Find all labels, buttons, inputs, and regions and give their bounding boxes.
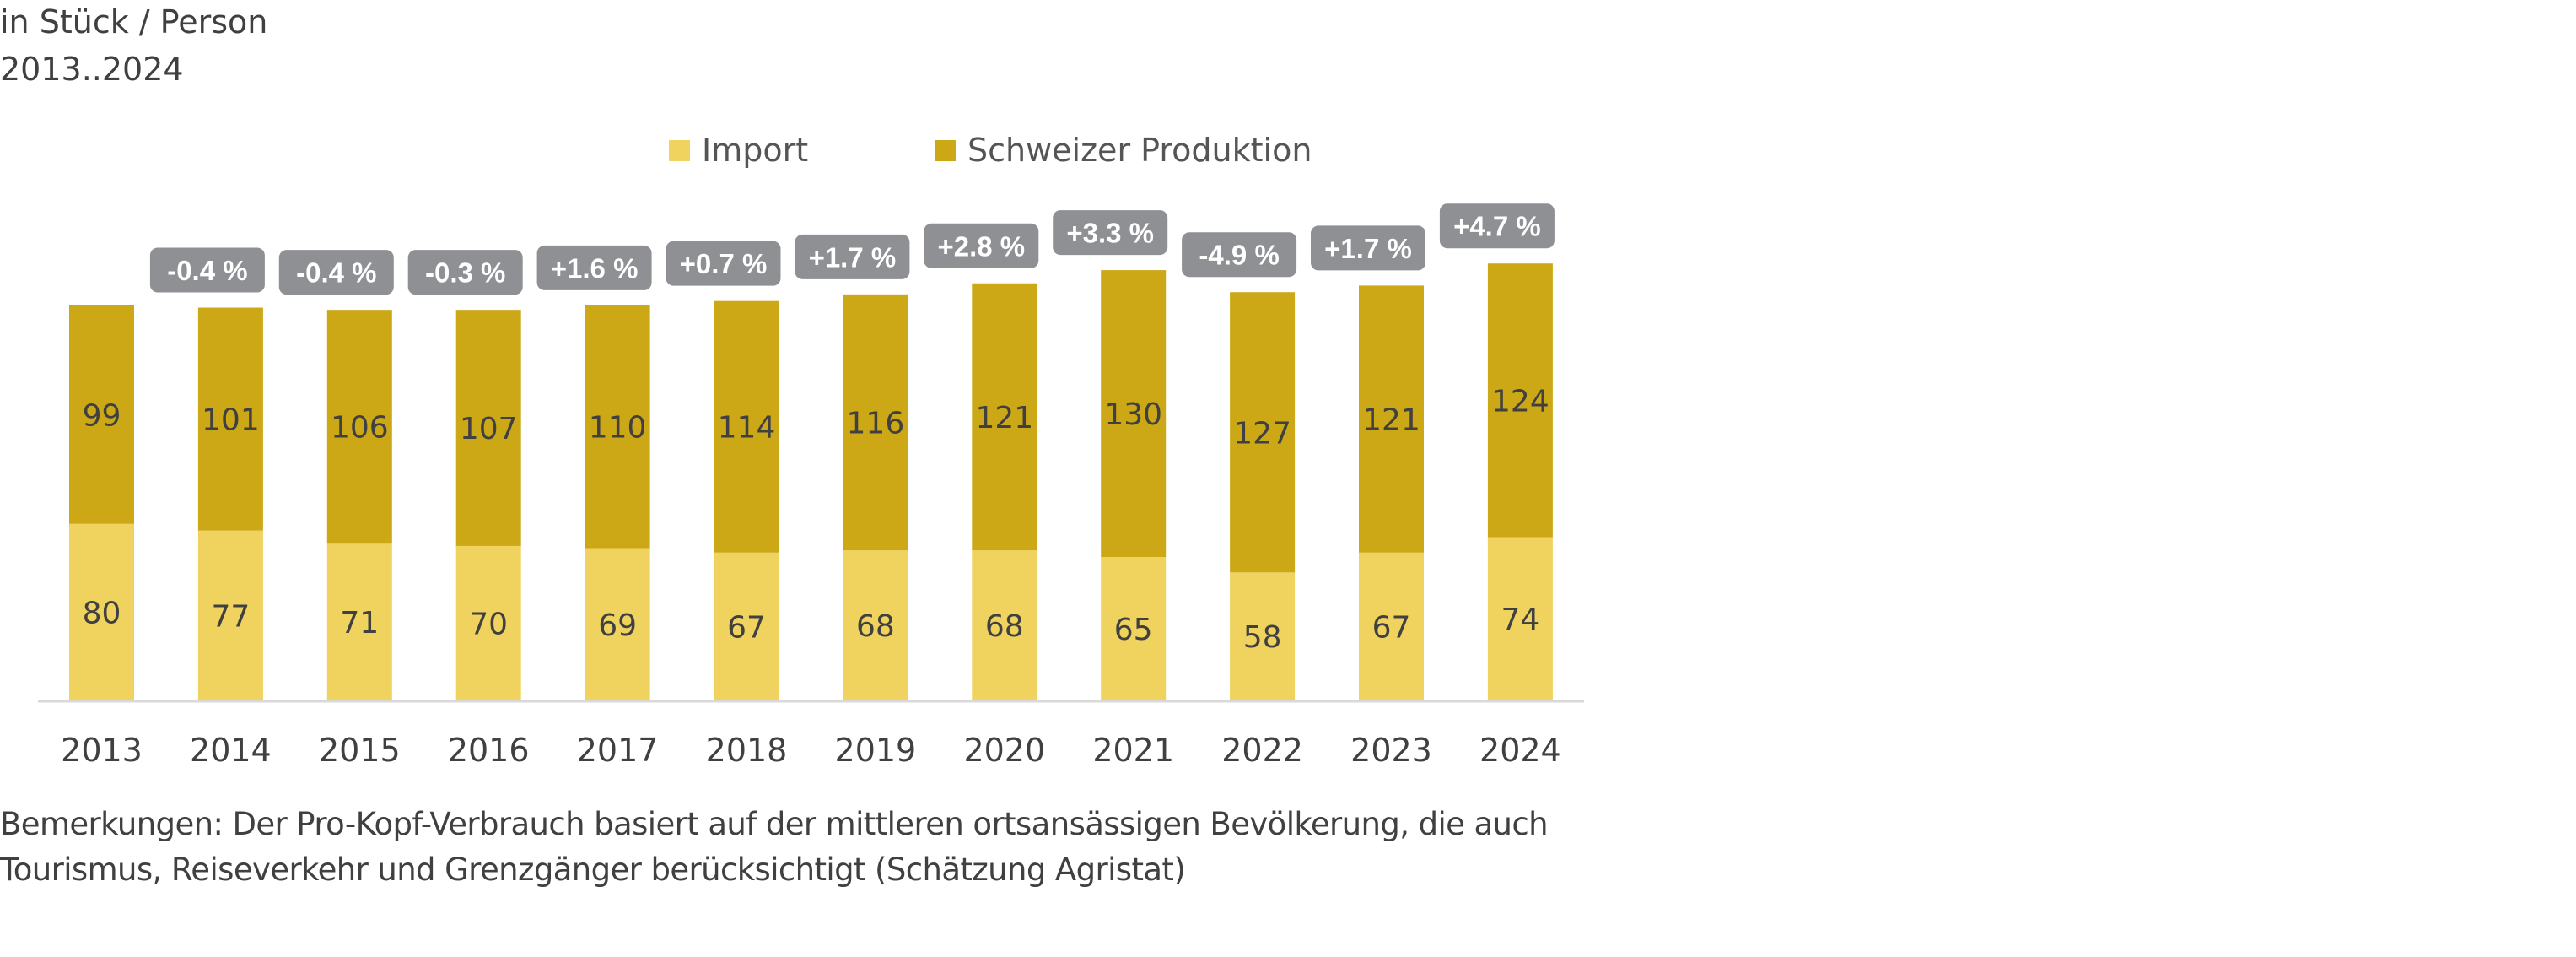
data-label-import-2021: 65 [1114, 613, 1153, 647]
change-badge-2019 [795, 234, 910, 279]
x-tick-label-2018: 2018 [706, 732, 788, 769]
bar-production-2024[interactable] [1487, 263, 1553, 538]
data-label-production-2023: 121 [1362, 403, 1420, 438]
change-badge-label-2016: -0.3 % [425, 257, 505, 289]
bar-production-2019[interactable] [843, 294, 908, 551]
bar-import-2018[interactable] [714, 552, 779, 700]
data-label-import-2014: 77 [211, 599, 250, 634]
x-tick-label-2023: 2023 [1350, 732, 1432, 769]
change-badge-2020 [924, 223, 1039, 268]
change-badge-2021 [1053, 210, 1168, 256]
bar-production-2022[interactable] [1230, 292, 1296, 573]
x-tick-label-2015: 2015 [319, 732, 401, 769]
change-badge-label-2014: -0.4 % [167, 255, 247, 286]
change-badge-label-2020: +2.8 % [937, 230, 1025, 262]
bar-import-2016[interactable] [455, 545, 521, 700]
legend-swatch-import [669, 139, 690, 161]
bar-import-2020[interactable] [972, 550, 1037, 700]
data-label-import-2020: 68 [985, 609, 1024, 644]
legend-swatch-production [935, 139, 956, 161]
change-badge-2016 [407, 250, 523, 295]
data-label-import-2024: 74 [1501, 603, 1539, 637]
data-label-production-2024: 124 [1491, 384, 1549, 419]
data-label-import-2023: 67 [1372, 610, 1411, 645]
bar-production-2020[interactable] [972, 283, 1037, 551]
bar-production-2014[interactable] [197, 307, 263, 531]
change-badge-label-2018: +0.7 % [680, 248, 768, 279]
change-badge-2023 [1311, 225, 1425, 271]
change-badge-2014 [149, 247, 265, 293]
x-tick-label-2024: 2024 [1479, 732, 1561, 769]
bar-import-2022[interactable] [1230, 572, 1296, 700]
change-badge-2015 [278, 250, 394, 295]
change-badge-2017 [536, 245, 652, 290]
change-badge-label-2024: +4.7 % [1453, 211, 1541, 242]
bar-production-2015[interactable] [326, 310, 392, 544]
change-badge-label-2017: +1.6 % [551, 252, 639, 284]
bar-production-2021[interactable] [1101, 270, 1167, 558]
legend-item-import[interactable]: Import [669, 132, 808, 169]
change-badge-2022 [1182, 232, 1297, 278]
bar-production-2013[interactable] [69, 305, 134, 524]
bar-import-2013[interactable] [69, 523, 134, 700]
change-badge-label-2022: -4.9 % [1199, 240, 1279, 271]
x-tick-label-2022: 2022 [1221, 732, 1303, 769]
data-label-import-2018: 67 [727, 610, 766, 645]
bar-production-2018[interactable] [714, 300, 779, 553]
x-tick-label-2019: 2019 [835, 732, 917, 769]
data-label-import-2017: 69 [598, 608, 637, 643]
x-tick-label-2013: 2013 [61, 732, 143, 769]
unit-label: in Stück / Person [0, 3, 268, 41]
data-label-production-2016: 107 [460, 412, 518, 446]
data-label-production-2022: 127 [1233, 416, 1291, 451]
legend-label-import: Import [702, 132, 809, 169]
bar-import-2017[interactable] [585, 548, 650, 700]
change-badge-2024 [1439, 203, 1555, 249]
x-tick-label-2021: 2021 [1092, 732, 1174, 769]
change-badge-label-2021: +3.3 % [1066, 218, 1154, 249]
legend-item-production[interactable]: Schweizer Produktion [935, 132, 1312, 169]
footnote-line-2: Tourismus, Reiseverkehr und Grenzgänger … [0, 852, 1186, 888]
bar-production-2016[interactable] [455, 310, 521, 546]
change-badge-2018 [666, 241, 781, 286]
x-tick-label-2017: 2017 [577, 732, 659, 769]
x-tick-label-2020: 2020 [963, 732, 1045, 769]
bar-import-2024[interactable] [1487, 537, 1553, 700]
data-label-production-2021: 130 [1104, 397, 1162, 432]
legend-label-production: Schweizer Produktion [967, 132, 1312, 169]
bar-production-2017[interactable] [585, 305, 650, 549]
data-label-production-2014: 101 [202, 403, 260, 438]
period-label: 2013..2024 [0, 51, 184, 88]
bar-production-2023[interactable] [1359, 285, 1424, 553]
data-label-production-2020: 121 [975, 401, 1033, 435]
data-label-production-2019: 116 [847, 407, 905, 441]
data-label-production-2015: 106 [331, 411, 389, 446]
data-label-import-2019: 68 [856, 609, 895, 644]
change-badge-label-2023: +1.7 % [1324, 233, 1412, 264]
bar-import-2021[interactable] [1101, 557, 1167, 700]
change-badge-label-2015: -0.4 % [296, 257, 376, 289]
change-badge-label-2019: +1.7 % [809, 241, 897, 273]
data-label-production-2017: 110 [589, 411, 647, 446]
data-label-production-2018: 114 [718, 411, 776, 446]
bar-import-2015[interactable] [326, 543, 392, 700]
bar-import-2019[interactable] [843, 550, 908, 700]
footnote-line-1: Bemerkungen: Der Pro-Kopf-Verbrauch basi… [0, 806, 1549, 842]
data-label-import-2022: 58 [1243, 620, 1282, 655]
bar-import-2014[interactable] [197, 530, 263, 700]
data-label-import-2016: 70 [469, 607, 508, 641]
data-label-import-2015: 71 [340, 606, 379, 641]
x-tick-label-2016: 2016 [448, 732, 530, 769]
bar-import-2023[interactable] [1359, 552, 1424, 700]
x-tick-label-2014: 2014 [190, 732, 272, 769]
data-label-import-2013: 80 [83, 596, 121, 630]
data-label-production-2013: 99 [83, 398, 121, 433]
